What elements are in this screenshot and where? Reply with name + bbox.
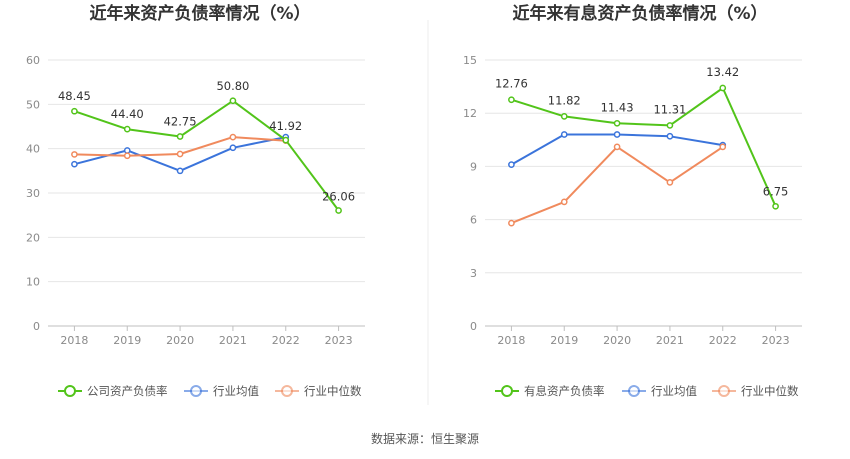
y-tick-label: 9	[470, 160, 477, 173]
data-point	[229, 133, 237, 141]
series-line-0	[74, 99, 340, 212]
legend-item-0: 有息资产负债率	[495, 384, 605, 398]
interest-debt-ratio-chart: 近年来有息资产负债率情况（%） 0 3 6 9 12 15 2018 2019 2020 2021 2…	[463, 3, 802, 398]
y-tick-label: 12	[463, 107, 477, 120]
data-point	[335, 207, 342, 214]
data-point	[613, 131, 621, 138]
legend-marker	[718, 385, 730, 397]
y-tick-label: 60	[26, 54, 40, 67]
data-point	[508, 96, 515, 104]
legend-marker	[64, 385, 76, 397]
data-point	[719, 84, 727, 92]
data-point	[71, 151, 78, 158]
x-tick-label: 2019	[113, 334, 141, 347]
data-label: 6.75	[763, 184, 789, 198]
legend-marker	[501, 385, 513, 397]
legend-label: 行业中位数	[741, 384, 799, 398]
legend-item-1: 行业均值	[622, 384, 697, 398]
data-point	[560, 198, 568, 206]
x-tick-label: 2021	[219, 334, 247, 347]
legend-item-2: 行业中位数	[275, 384, 362, 398]
y-tick-label: 50	[26, 98, 40, 111]
data-point	[176, 150, 184, 158]
x-tick-label: 2023	[762, 334, 790, 347]
x-tick-label: 2022	[709, 334, 737, 347]
y-tick-label: 15	[463, 54, 477, 67]
y-tick-label: 3	[470, 267, 477, 280]
data-label: 42.75	[164, 114, 197, 128]
data-point	[666, 179, 674, 186]
data-point	[613, 119, 621, 127]
legend-label: 公司资产负债率	[87, 384, 168, 398]
data-label: 26.06	[322, 189, 355, 203]
x-tick-label: 2022	[272, 334, 300, 347]
debt-ratio-chart: 近年来资产负债率情况（%） 0 10 20 30 40 50 60 2018 2019 2020 20…	[26, 3, 365, 398]
x-tick-label: 2018	[497, 334, 525, 347]
data-point	[560, 131, 568, 138]
y-tick-label: 40	[26, 143, 40, 156]
data-label: 50.80	[216, 79, 249, 93]
y-tick-label: 0	[33, 320, 40, 333]
x-tick-label: 2018	[60, 334, 88, 347]
data-point	[123, 125, 131, 133]
data-label: 11.31	[653, 102, 686, 116]
data-point	[560, 113, 568, 120]
data-point	[508, 219, 515, 227]
data-point	[666, 122, 674, 129]
data-point	[71, 160, 78, 168]
x-tick-label: 2021	[656, 334, 684, 347]
data-point	[613, 143, 621, 151]
legend-item-0: 公司资产负债率	[58, 384, 168, 398]
legend-marker	[281, 385, 293, 397]
legend-marker	[628, 385, 640, 397]
y-tick-label: 6	[470, 214, 477, 227]
x-tick-label: 2019	[550, 334, 578, 347]
chart-title: 近年来资产负债率情况（%）	[89, 3, 310, 24]
chart-title: 近年来有息资产负债率情况（%）	[512, 3, 767, 24]
legend-label: 行业均值	[213, 384, 259, 398]
data-point	[666, 132, 674, 140]
y-tick-label: 0	[470, 320, 477, 333]
series-line-2	[511, 145, 724, 225]
x-tick-label: 2023	[325, 334, 353, 347]
source-note: 数据来源：恒生聚源	[371, 431, 479, 446]
y-tick-label: 20	[26, 231, 40, 244]
x-tick-label: 2020	[166, 334, 194, 347]
data-point	[229, 144, 237, 152]
legend-label: 行业中位数	[304, 384, 362, 398]
data-label: 12.76	[495, 77, 528, 91]
data-label: 44.40	[111, 107, 144, 121]
x-tick-label: 2020	[603, 334, 631, 347]
legend-marker	[190, 385, 202, 397]
data-point	[772, 202, 779, 210]
legend-item-1: 行业均值	[184, 384, 259, 398]
y-tick-label: 30	[26, 187, 40, 200]
data-label: 11.82	[548, 93, 581, 107]
data-point	[176, 133, 184, 140]
data-label: 48.45	[58, 89, 91, 103]
data-point	[719, 143, 727, 151]
data-point	[508, 161, 515, 168]
data-point	[123, 147, 131, 154]
data-point	[71, 107, 78, 115]
series-line-0	[511, 87, 777, 207]
data-point	[229, 97, 237, 105]
legend-item-2: 行业中位数	[712, 384, 799, 398]
data-point	[176, 167, 184, 175]
data-label: 11.43	[601, 100, 634, 114]
data-label: 41.92	[269, 119, 302, 133]
legend-label: 行业均值	[651, 384, 697, 398]
y-tick-label: 10	[26, 276, 40, 289]
data-point	[282, 136, 290, 144]
data-point	[123, 152, 131, 160]
legend-label: 有息资产负债率	[524, 384, 605, 398]
data-label: 13.42	[706, 65, 739, 79]
